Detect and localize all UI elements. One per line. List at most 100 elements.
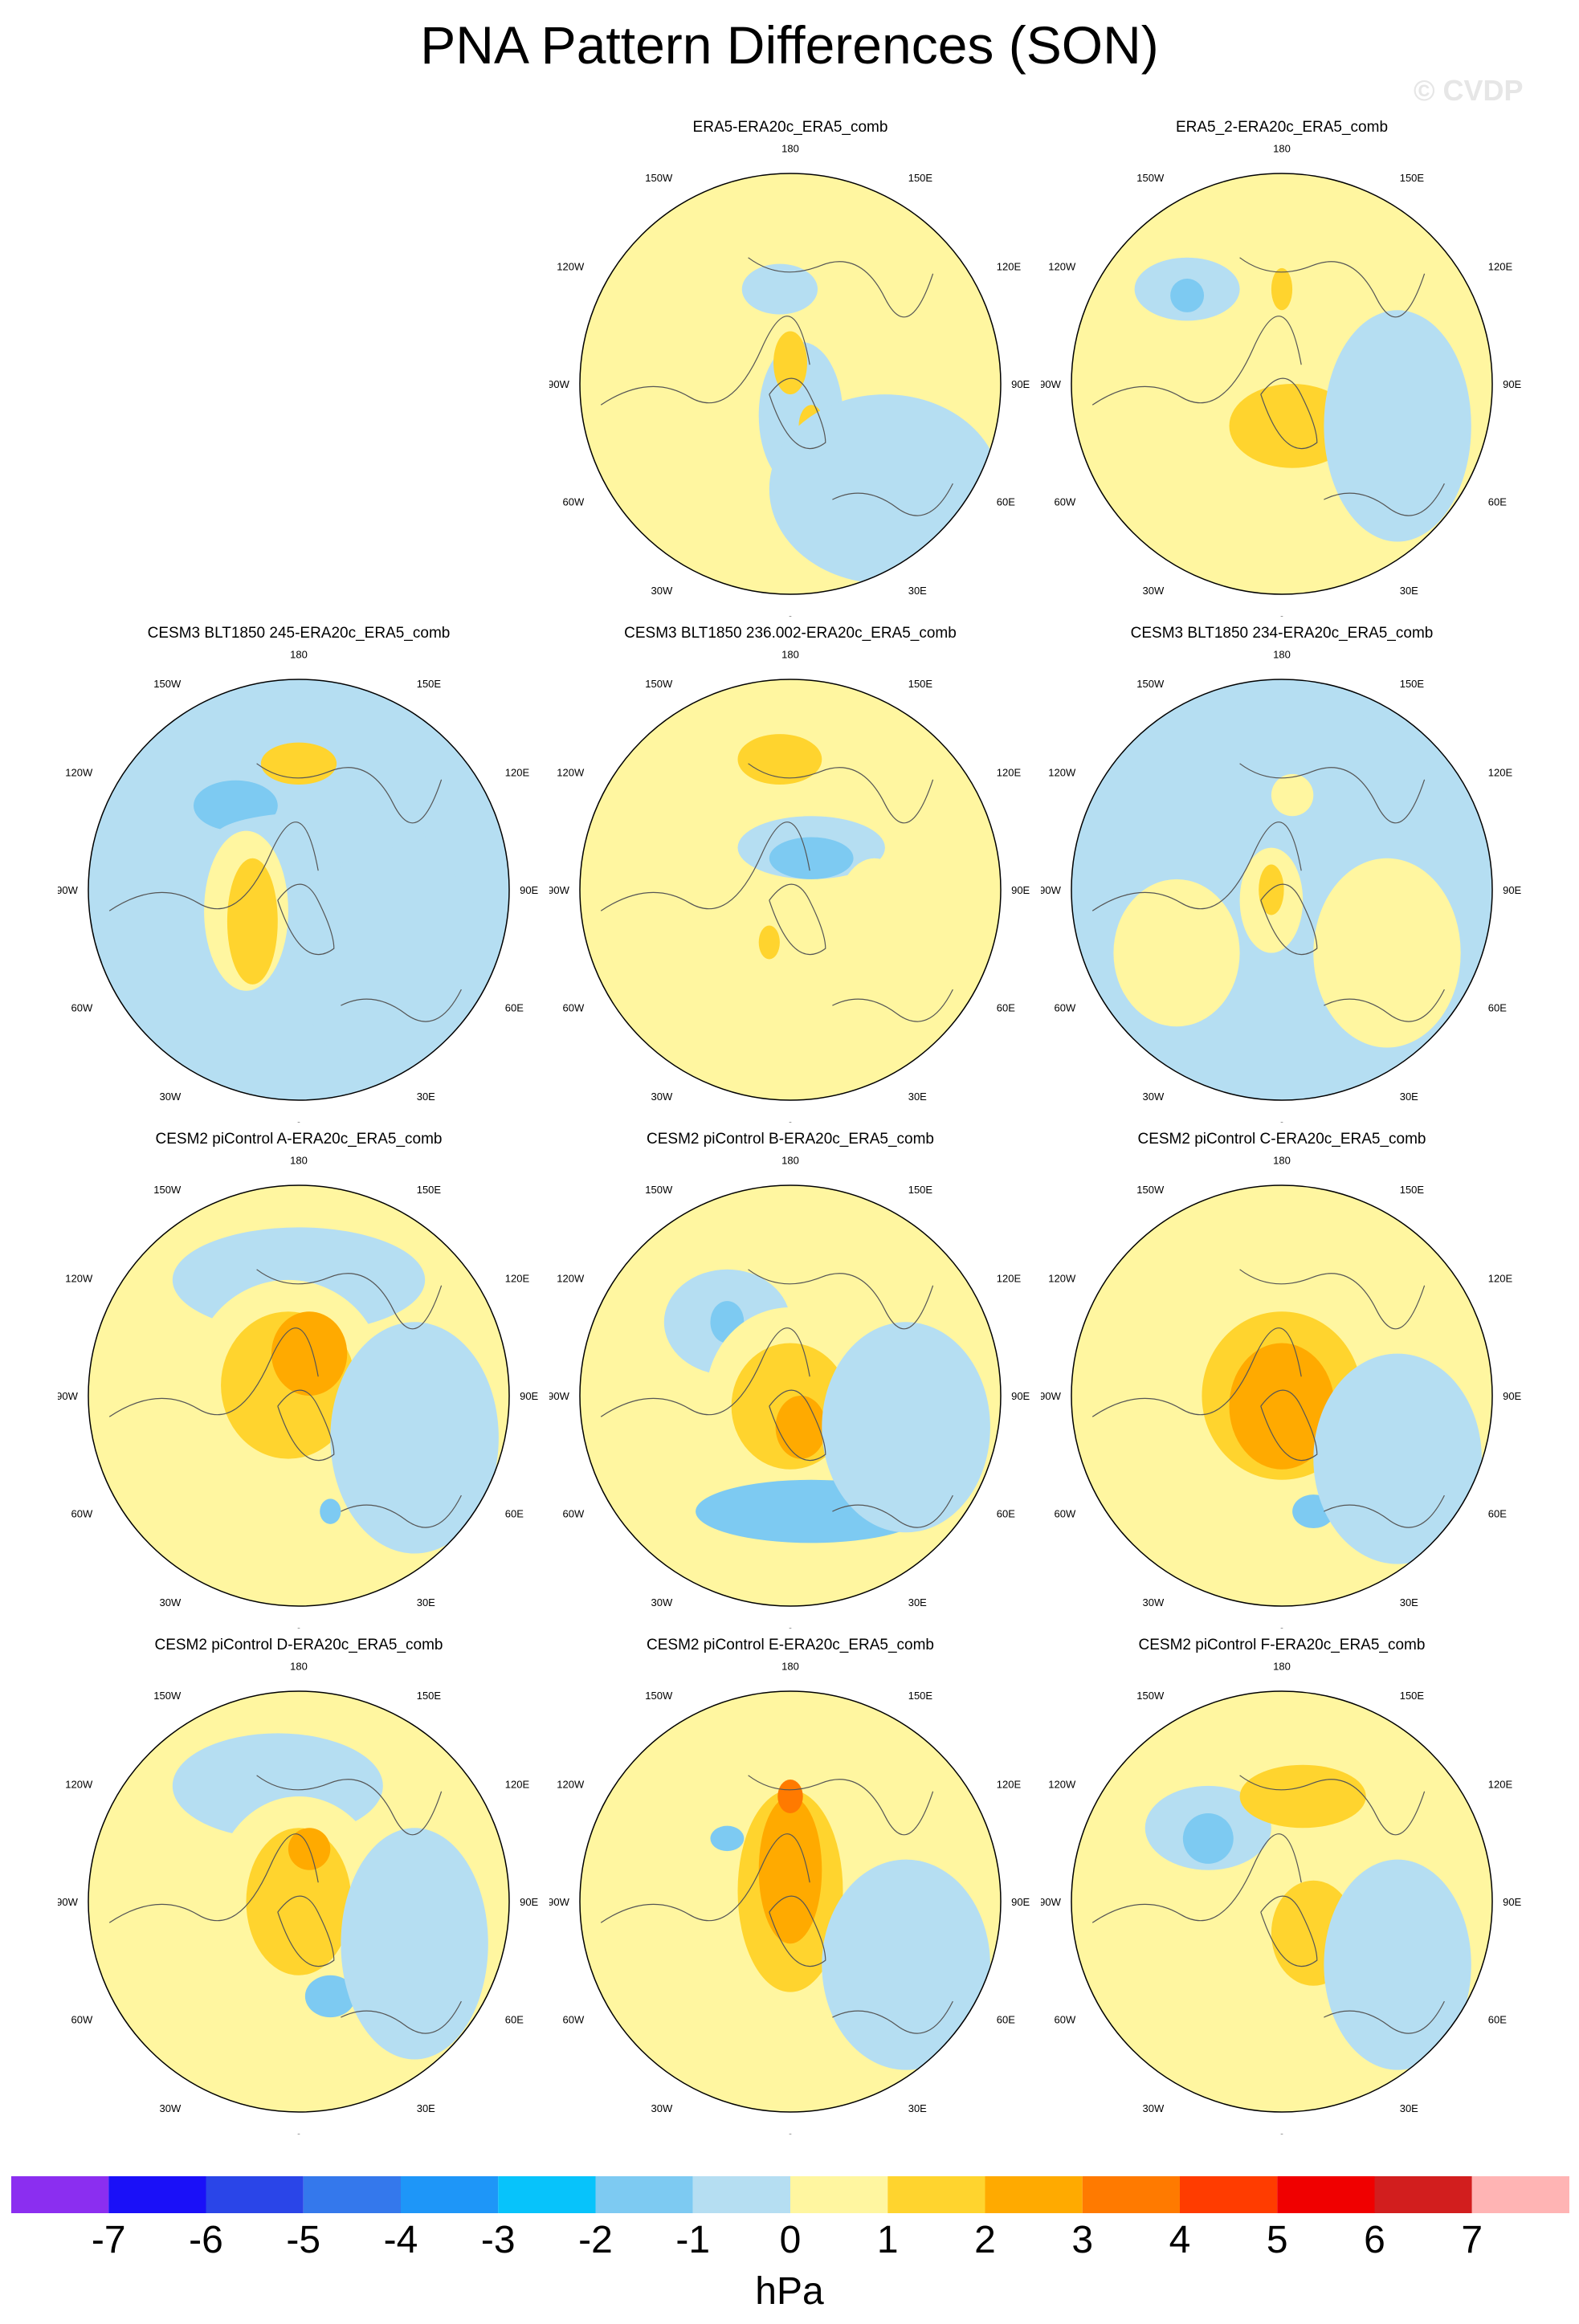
contour-region: [226, 858, 278, 985]
longitude-label: 150E: [417, 678, 442, 690]
contour-region: [775, 1396, 826, 1459]
longitude-label: 150W: [645, 1690, 673, 1702]
longitude-label: 150E: [908, 1690, 933, 1702]
longitude-label: 90E: [1011, 378, 1030, 390]
map-boundary: [1071, 1690, 1493, 2113]
colorbar-box: [692, 2176, 790, 2213]
coastline: [769, 377, 826, 450]
longitude-label: 180: [1273, 649, 1291, 661]
contour-region: [341, 1828, 488, 2060]
longitude-label: 180: [781, 143, 799, 155]
longitude-label: 0: [787, 614, 793, 617]
coastline: [832, 989, 953, 1022]
longitude-label: 60W: [563, 1508, 585, 1520]
longitude-label: 90W: [58, 1896, 79, 1908]
polar-map: 180 150E 120E 90E 60E 30E 0 30W 60W 90W 120W 150W: [1041, 1661, 1522, 2134]
panel-title: CESM2 piControl A-ERA20c_ERA5_comb: [155, 1131, 443, 1148]
longitude-label: 90W: [1041, 884, 1062, 896]
coastline: [1091, 822, 1302, 911]
map-panel: CESM2 piControl F-ERA20c_ERA5_comb 180 150…: [1041, 1637, 1523, 2134]
coastline: [1324, 989, 1445, 1022]
longitude-label: 90E: [1011, 1896, 1030, 1908]
longitude-label: 90E: [520, 884, 538, 896]
coastline: [108, 1327, 319, 1417]
longitude-label: 150E: [1400, 1690, 1425, 1702]
coastline: [1239, 1775, 1426, 1836]
colorbar-tick-label: 5: [1266, 2219, 1288, 2261]
coastline: [748, 257, 934, 318]
coastline: [1091, 316, 1302, 406]
longitude-label: 60E: [997, 496, 1015, 508]
longitude-label: 60E: [1488, 1508, 1507, 1520]
longitude-label: 30E: [417, 2102, 435, 2114]
coastline: [1260, 1389, 1318, 1462]
longitude-label: 180: [1273, 1155, 1291, 1167]
longitude-label: 120E: [505, 766, 530, 778]
longitude-label: 120W: [1048, 260, 1076, 272]
polar-map: 180 150E 120E 90E 60E 30E 0 30W 60W 90W 120W 150W: [1041, 1155, 1522, 1629]
contour-region: [1113, 879, 1240, 1027]
panel-title: ERA5-ERA20c_ERA5_comb: [692, 119, 888, 136]
longitude-label: 30W: [651, 1596, 673, 1608]
colorbar-tick-label: -1: [675, 2219, 711, 2261]
longitude-label: 120W: [557, 1272, 585, 1284]
longitude-label: 30E: [1400, 2102, 1418, 2114]
polar-map: 180 150E 120E 90E 60E 30E 0 30W 60W 90W 120W 150W: [549, 1661, 1030, 2134]
longitude-label: 150E: [417, 1690, 442, 1702]
longitude-label: 60W: [71, 1002, 93, 1014]
longitude-label: 0: [1279, 1625, 1284, 1629]
coastline: [277, 1389, 335, 1462]
colorbar-box: [1471, 2176, 1569, 2213]
coastline: [748, 763, 934, 824]
longitude-label: 150E: [908, 172, 933, 184]
longitude-label: 30W: [651, 585, 673, 597]
longitude-label: 60W: [71, 2014, 93, 2026]
longitude-label: 30E: [1400, 1091, 1418, 1103]
longitude-label: 90W: [1041, 1896, 1062, 1908]
map-panel: ERA5_2-ERA20c_ERA5_comb 180 150E 120E 90E 60E…: [1041, 119, 1523, 617]
longitude-label: 120E: [997, 1272, 1022, 1284]
contour-region: [271, 1311, 348, 1396]
colorbar-tick-label: 1: [876, 2219, 899, 2261]
longitude-label: 120E: [1488, 260, 1513, 272]
longitude-label: 30W: [1143, 1596, 1165, 1608]
longitude-label: 90E: [1503, 1390, 1521, 1402]
longitude-label: 90W: [549, 1390, 570, 1402]
longitude-label: 150W: [1136, 678, 1165, 690]
longitude-label: 60E: [997, 1002, 1015, 1014]
colorbar-box: [1082, 2176, 1180, 2213]
longitude-label: 30E: [908, 1596, 927, 1608]
colorbar-box: [985, 2176, 1083, 2213]
coastline: [341, 2000, 462, 2034]
panel-title: CESM2 piControl B-ERA20c_ERA5_comb: [647, 1131, 934, 1148]
longitude-label: 120E: [997, 260, 1022, 272]
map-panel: ERA5-ERA20c_ERA5_comb 180 150E 120E 90E 60E 30…: [549, 119, 1031, 617]
colorbar-tick-label: -7: [91, 2219, 126, 2261]
colorbar-tick-label: -6: [189, 2219, 223, 2261]
longitude-label: 60W: [71, 1508, 93, 1520]
longitude-label: 150W: [1136, 172, 1165, 184]
longitude-label: 180: [290, 649, 308, 661]
coastline: [748, 1269, 934, 1330]
longitude-label: 120W: [65, 1272, 93, 1284]
map-boundary: [579, 1690, 1002, 2113]
longitude-label: 90E: [1011, 884, 1030, 896]
coastline: [832, 2000, 953, 2034]
longitude-label: 90E: [1503, 378, 1521, 390]
longitude-label: 180: [781, 649, 799, 661]
longitude-label: 90E: [520, 1896, 538, 1908]
longitude-label: 60W: [563, 1002, 585, 1014]
longitude-label: 120W: [65, 766, 93, 778]
contour-region: [773, 331, 807, 395]
contour-region: [710, 1825, 745, 1852]
contour-region: [758, 925, 780, 960]
colorbar-box: [1277, 2176, 1375, 2213]
longitude-label: 30E: [908, 1091, 927, 1103]
longitude-label: 150E: [1400, 1184, 1425, 1196]
contour-region: [1313, 1353, 1482, 1564]
longitude-label: 180: [781, 1661, 799, 1673]
coastline: [1091, 1327, 1302, 1417]
coastline: [1091, 1833, 1302, 1923]
longitude-label: 150W: [153, 1184, 182, 1196]
coastline: [1324, 2000, 1445, 2034]
